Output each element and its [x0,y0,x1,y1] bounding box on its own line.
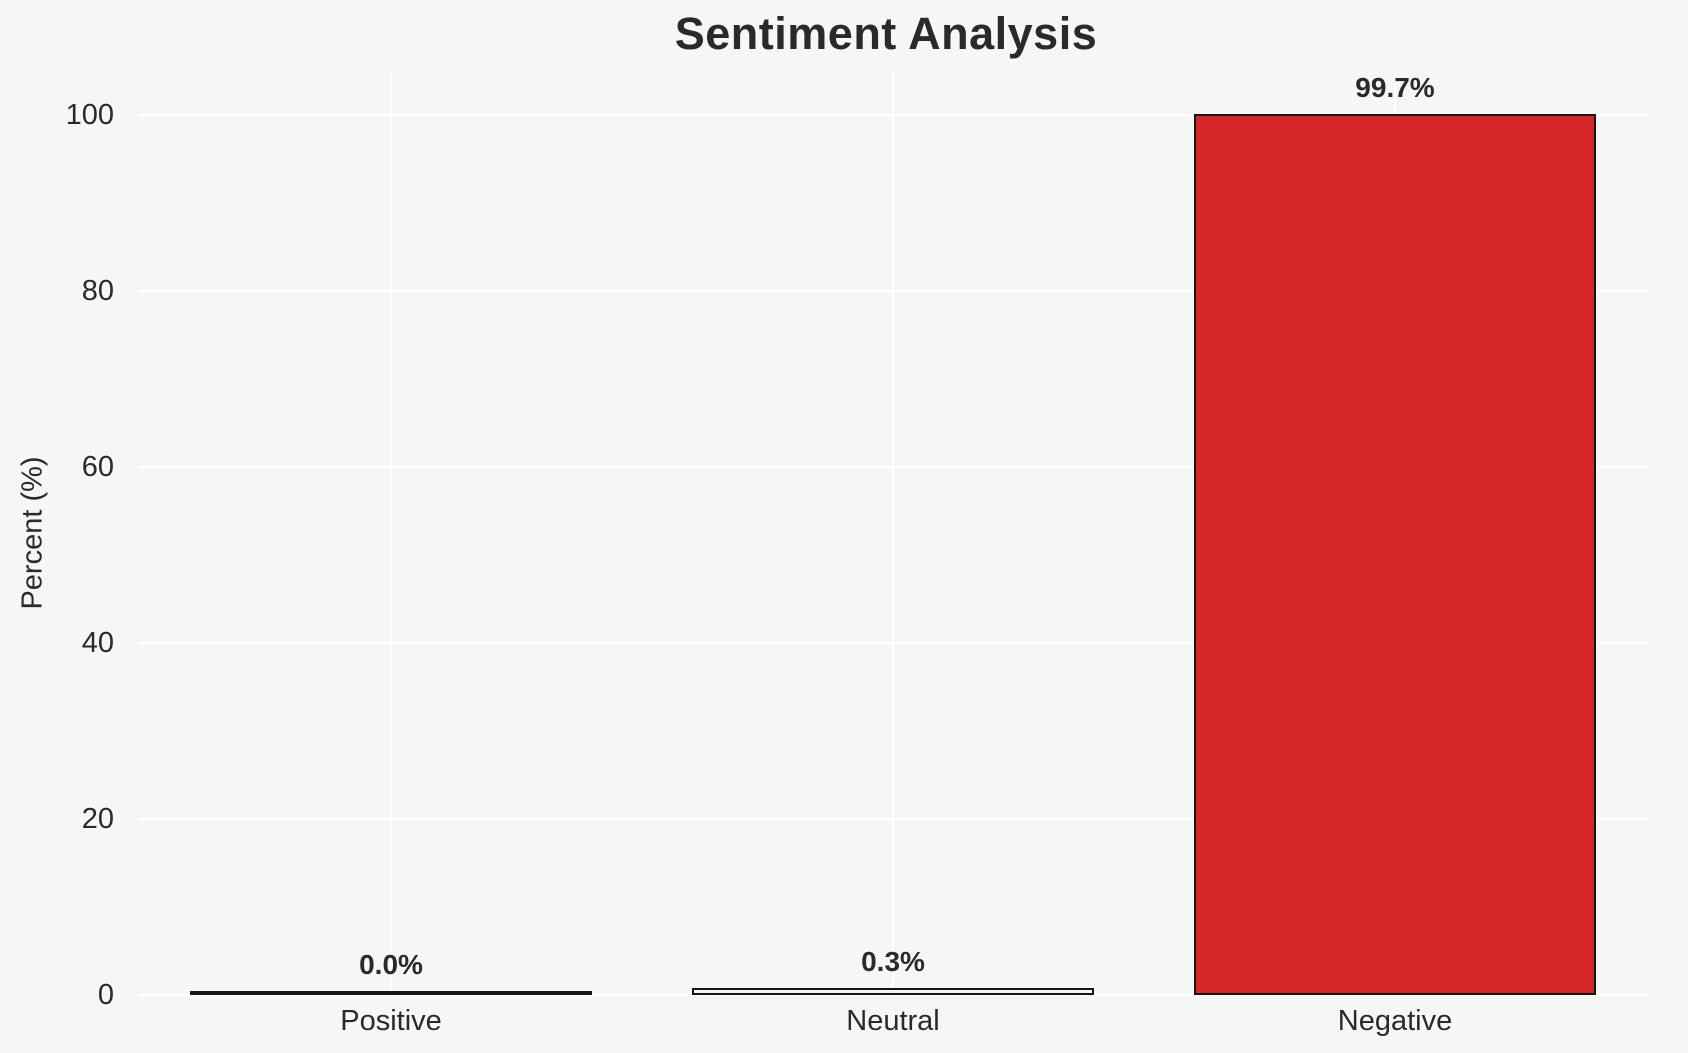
y-tick-label: 40 [81,627,114,659]
chart-title: Sentiment Analysis [674,8,1098,59]
plot-area: 0 20 40 60 80 100 0.0% Positive 0.3% Neutral 99.7%… [66,71,1646,1037]
y-tick-label: 0 [97,979,114,1011]
gridline-v-neutral [892,71,894,995]
gridline-h-0 [140,994,1646,996]
x-tick-label-positive: Positive [340,1005,442,1037]
y-tick-label: 60 [81,451,114,483]
bar-positive [190,991,592,995]
bar-negative [1194,114,1596,995]
x-tick-label-neutral: Neutral [846,1005,940,1037]
x-tick-label-negative: Negative [1337,1005,1453,1037]
bar-neutral [692,988,1094,995]
bar-value-label-negative: 99.7% [1355,72,1435,103]
bar-value-label-neutral: 0.3% [861,946,925,977]
y-axis-label: Percent (%) [16,456,49,610]
y-tick-label: 100 [65,99,114,131]
y-tick-label: 80 [81,275,114,307]
y-tick-label: 20 [81,803,114,835]
gridline-v-positive [390,71,392,995]
bar-value-label-positive: 0.0% [359,949,423,980]
